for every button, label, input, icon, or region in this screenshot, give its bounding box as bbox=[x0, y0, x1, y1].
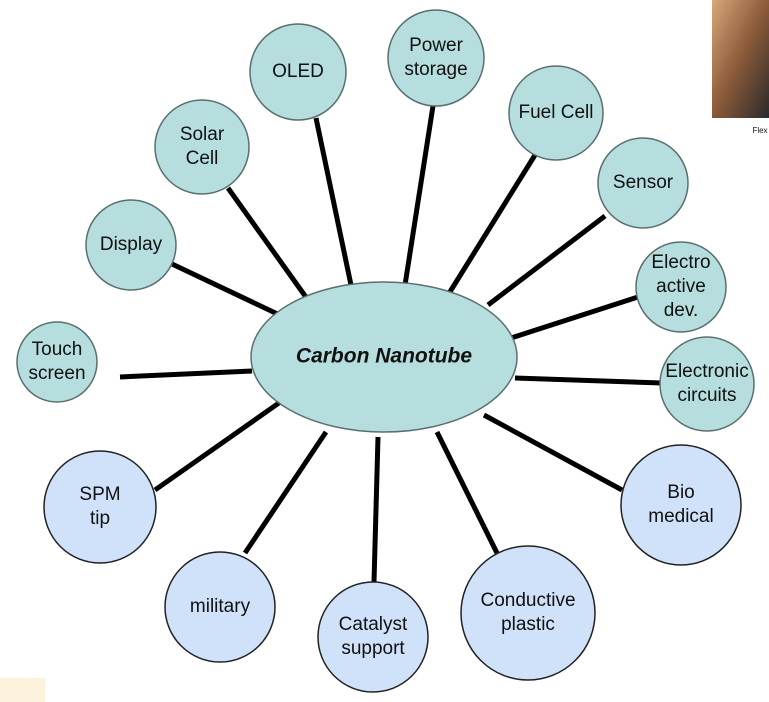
node-label: Bio bbox=[667, 482, 694, 503]
connector bbox=[316, 118, 351, 285]
page: {"center": {"label": "Carbon Nanotube"},… bbox=[0, 0, 769, 702]
node-label: Power bbox=[409, 35, 464, 56]
center-label: Carbon Nanotube bbox=[296, 345, 472, 368]
connector bbox=[484, 415, 622, 490]
node-label: Sensor bbox=[613, 172, 674, 193]
node-label: military bbox=[190, 596, 251, 617]
node-circle bbox=[155, 100, 249, 194]
node-label: Display bbox=[100, 234, 163, 255]
node-label: plastic bbox=[501, 614, 555, 635]
connector bbox=[245, 432, 326, 553]
node-circle bbox=[660, 337, 754, 431]
connector bbox=[155, 398, 286, 490]
node-circle bbox=[388, 10, 484, 106]
node-circle bbox=[44, 451, 156, 563]
photo-caption: Flex bbox=[752, 126, 767, 135]
connector bbox=[120, 371, 252, 377]
connector bbox=[488, 216, 605, 305]
photo-fragment bbox=[712, 0, 769, 118]
node-circle bbox=[318, 582, 428, 692]
node-label: screen bbox=[28, 363, 85, 384]
node-label: medical bbox=[648, 506, 713, 527]
node-label: SPM bbox=[79, 484, 120, 505]
node-label: dev. bbox=[664, 300, 699, 321]
node-label: Electronic bbox=[665, 361, 748, 382]
node-circle bbox=[17, 322, 97, 402]
node-label: OLED bbox=[272, 61, 324, 82]
node-label: Cell bbox=[186, 148, 219, 169]
corner-fragment bbox=[0, 678, 45, 702]
node-label: Touch bbox=[32, 339, 83, 360]
connector bbox=[374, 437, 378, 582]
connector bbox=[437, 432, 497, 553]
node-label: active bbox=[656, 276, 706, 297]
connector bbox=[505, 296, 641, 340]
node-label: tip bbox=[90, 508, 110, 529]
node-label: storage bbox=[404, 59, 467, 80]
node-label: Fuel Cell bbox=[519, 102, 594, 123]
node-circle bbox=[461, 546, 595, 680]
node-label: support bbox=[341, 638, 405, 659]
connector bbox=[405, 106, 433, 285]
node-label: Solar bbox=[180, 124, 225, 145]
node-label: Electro bbox=[651, 252, 710, 273]
connector bbox=[228, 188, 308, 300]
node-label: Catalyst bbox=[339, 614, 408, 635]
node-label: Conductive bbox=[480, 590, 575, 611]
node-circle bbox=[621, 445, 741, 565]
connector bbox=[448, 155, 535, 295]
connector bbox=[515, 378, 662, 383]
diagram: Flex Touch screen Display Solar Cell OLED Powe… bbox=[0, 0, 769, 702]
node-label: circuits bbox=[677, 385, 736, 406]
